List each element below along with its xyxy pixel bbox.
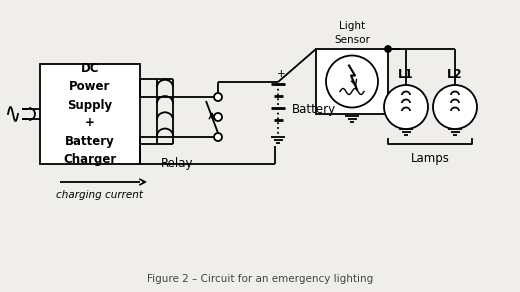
- Bar: [316, 49, 388, 114]
- Text: Light
Sensor: Light Sensor: [334, 21, 370, 45]
- Text: Battery: Battery: [292, 103, 336, 117]
- Text: Relay: Relay: [161, 157, 193, 170]
- Circle shape: [385, 46, 391, 52]
- Text: DC
Power
Supply
+
Battery
Charger: DC Power Supply + Battery Charger: [63, 62, 116, 166]
- Circle shape: [214, 93, 222, 101]
- Text: +: +: [277, 69, 285, 79]
- Text: L1: L1: [398, 68, 414, 81]
- Circle shape: [384, 85, 428, 129]
- Text: Figure 2 – Circuit for an emergency lighting: Figure 2 – Circuit for an emergency ligh…: [147, 274, 373, 284]
- Bar: [40, 64, 140, 164]
- Text: charging current: charging current: [57, 190, 144, 200]
- Circle shape: [214, 133, 222, 141]
- Circle shape: [214, 113, 222, 121]
- Text: L2: L2: [447, 68, 463, 81]
- Text: Lamps: Lamps: [411, 152, 449, 165]
- Circle shape: [433, 85, 477, 129]
- Circle shape: [326, 55, 378, 107]
